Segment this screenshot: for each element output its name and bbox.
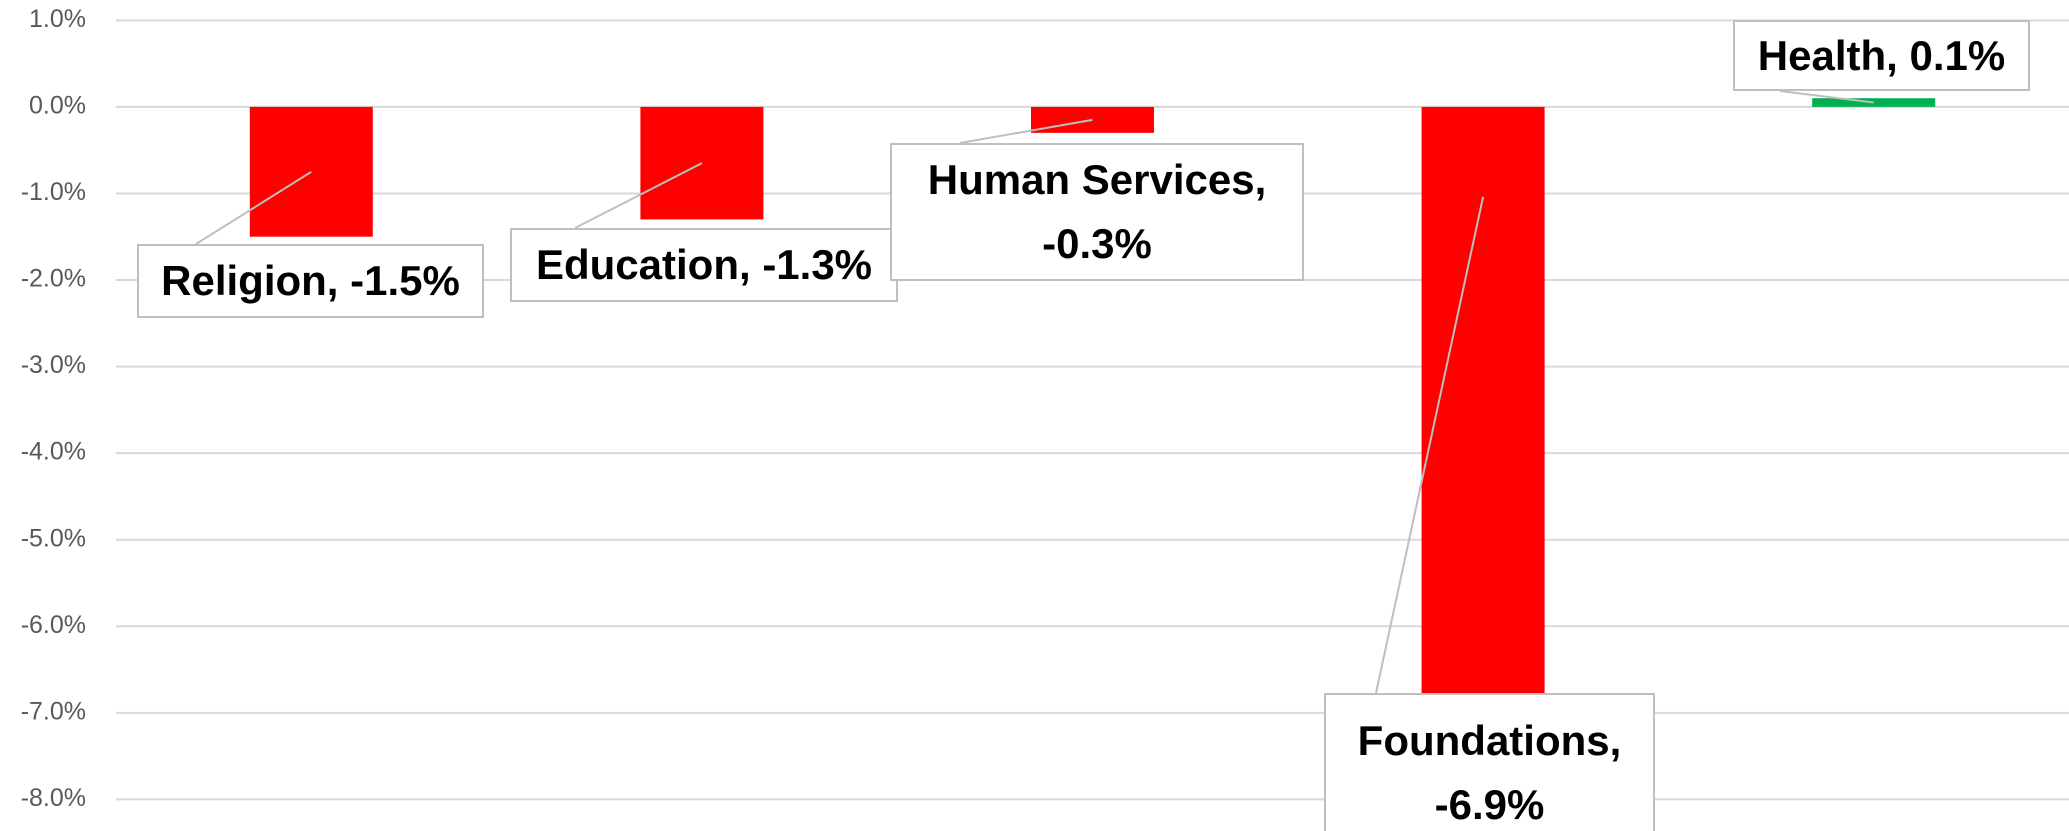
y-tick-label: -8.0% <box>21 784 86 812</box>
label-leader <box>1779 90 1874 104</box>
y-tick-label: -1.0% <box>21 178 86 206</box>
label-leader <box>1375 196 1485 694</box>
y-tick-label: -6.0% <box>21 611 86 639</box>
data-label: Religion, -1.5% <box>137 244 484 318</box>
y-tick-label: -4.0% <box>21 438 86 466</box>
y-tick-label: -2.0% <box>21 265 86 293</box>
data-label: Foundations, -6.9% <box>1324 693 1655 831</box>
y-tick-label: -3.0% <box>21 351 86 379</box>
y-tick-label: 0.0% <box>29 91 86 119</box>
y-tick-label: -7.0% <box>21 697 86 725</box>
y-tick-label: -5.0% <box>21 524 86 552</box>
y-tick-label: 1.0% <box>29 5 86 33</box>
label-leader <box>195 170 312 245</box>
label-leader <box>959 118 1093 144</box>
bar <box>1421 106 1545 705</box>
data-label: Human Services, -0.3% <box>890 143 1304 281</box>
data-label: Education, -1.3% <box>510 228 898 302</box>
label-leader <box>574 162 703 229</box>
data-label: Health, 0.1% <box>1733 20 2030 91</box>
